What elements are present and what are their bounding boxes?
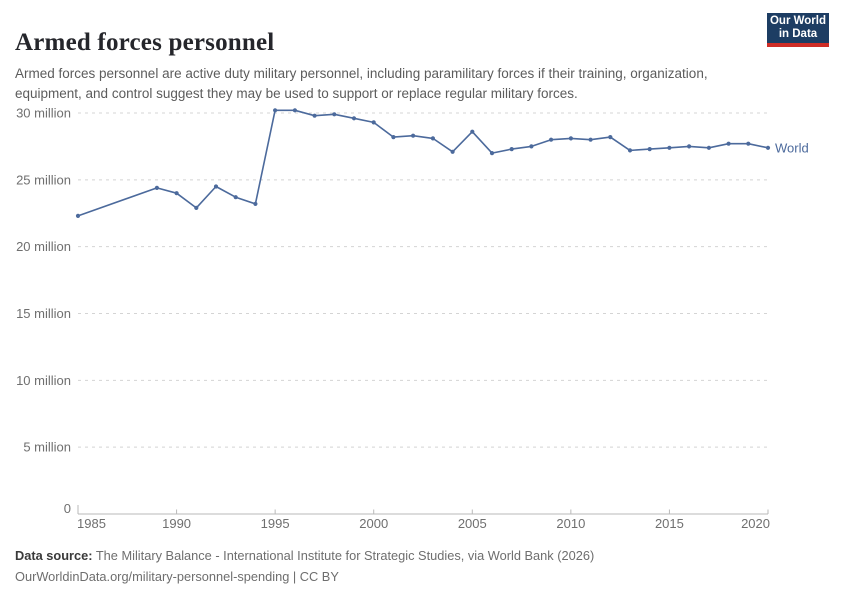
world-series-line[interactable] [77, 109, 769, 217]
x-axis-label: 1990 [162, 516, 191, 531]
data-point[interactable] [529, 144, 534, 149]
citation-separator: | [289, 569, 300, 584]
data-point[interactable] [509, 147, 514, 152]
data-point[interactable] [568, 136, 574, 141]
data-point[interactable] [233, 195, 238, 200]
y-axis-label: 20 million [16, 239, 71, 254]
data-point[interactable] [292, 108, 297, 113]
data-point[interactable] [647, 147, 652, 152]
x-axis-label: 2005 [458, 516, 487, 531]
data-point[interactable] [411, 133, 416, 138]
data-point[interactable] [273, 108, 278, 113]
x-axis-label: 2000 [359, 516, 388, 531]
data-point[interactable] [489, 151, 495, 156]
data-point[interactable] [470, 129, 475, 134]
x-axis-label: 2015 [655, 516, 684, 531]
data-point[interactable] [75, 213, 81, 218]
data-point[interactable] [726, 141, 731, 146]
data-source-label: Data source: [15, 548, 93, 563]
data-point[interactable] [687, 144, 692, 149]
series-label[interactable]: World [775, 140, 809, 155]
data-point[interactable] [608, 135, 613, 140]
data-source-text[interactable]: The Military Balance - International Ins… [95, 548, 595, 563]
x-axis-label: 2010 [556, 516, 585, 531]
y-axis-label: 30 million [16, 106, 71, 121]
x-axis-label: 1985 [77, 516, 106, 531]
page-subtitle: Armed forces personnel are active duty m… [15, 65, 708, 101]
citation-line: OurWorldinData.org/military-personnel-sp… [15, 566, 594, 587]
y-axis-label: 0 [64, 501, 71, 516]
x-axis-label: 1995 [261, 516, 290, 531]
y-axis-label: 5 million [23, 440, 71, 455]
owid-logo-line1: Our World [769, 15, 826, 27]
page-title: Armed forces personnel [15, 28, 275, 56]
data-point[interactable] [351, 116, 357, 121]
data-point[interactable] [765, 145, 771, 150]
data-point[interactable] [706, 145, 712, 150]
data-point[interactable] [312, 113, 317, 118]
y-axis-label: 25 million [16, 172, 71, 187]
data-point[interactable] [627, 148, 633, 153]
data-point[interactable] [194, 205, 199, 210]
y-axis-label: 15 million [16, 306, 71, 321]
license-link[interactable]: CC BY [299, 569, 339, 584]
owid-url-link[interactable]: OurWorldinData.org/military-personnel-sp… [15, 569, 290, 584]
data-point[interactable] [391, 135, 396, 140]
data-point[interactable] [450, 149, 455, 154]
owid-logo[interactable]: Our World in Data [767, 13, 829, 47]
data-point[interactable] [371, 120, 376, 125]
data-point[interactable] [430, 136, 435, 141]
data-point[interactable] [549, 137, 554, 142]
owid-logo-line2: in Data [778, 28, 818, 40]
data-point[interactable] [667, 145, 672, 150]
chart-footer: Data source: The Military Balance - Inte… [15, 545, 594, 587]
data-point[interactable] [253, 201, 258, 206]
data-point[interactable] [746, 141, 751, 146]
data-point[interactable] [332, 112, 337, 117]
data-point[interactable] [213, 184, 219, 189]
y-axis-label: 10 million [16, 373, 71, 388]
data-point[interactable] [154, 185, 159, 190]
data-point[interactable] [588, 137, 593, 142]
x-axis-label: 2020 [741, 516, 770, 531]
data-source-line: Data source: The Military Balance - Inte… [15, 545, 594, 566]
data-point[interactable] [174, 191, 179, 196]
